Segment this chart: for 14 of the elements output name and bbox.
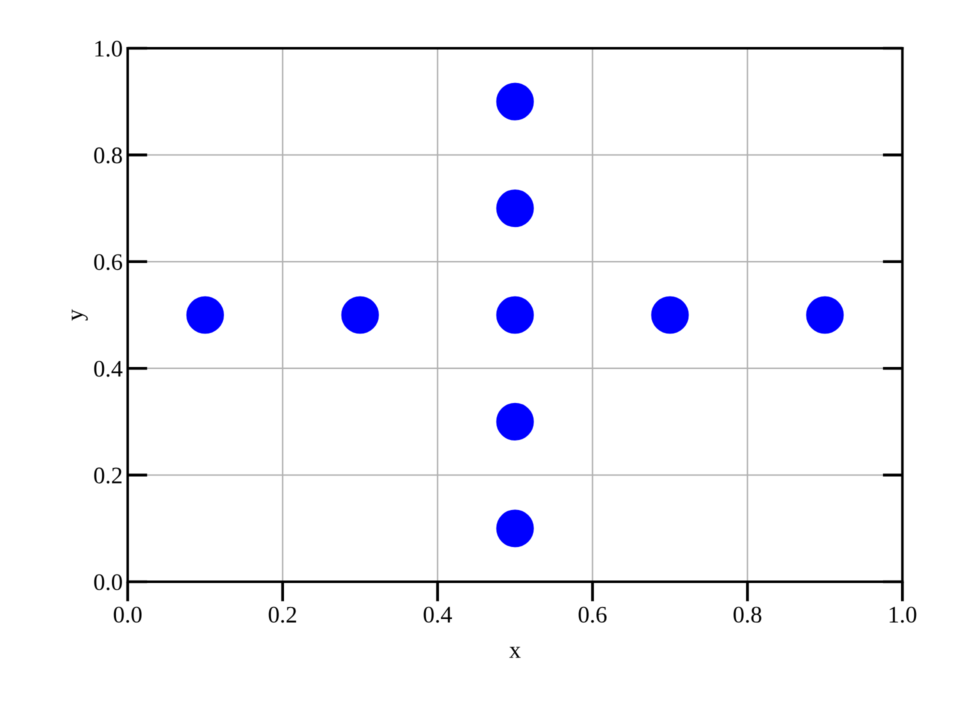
y-tick-label: 0.0 [94,574,122,590]
x-tick-label: 0.2 [268,606,296,623]
y-tick-label: 0.6 [94,254,122,270]
x-tick-label: 0.8 [734,606,762,623]
x-axis-title: x [509,646,521,658]
x-tick-label: 0.4 [424,606,452,623]
y-tick-label: 0.8 [94,147,122,164]
x-tick-label: 0.6 [578,606,607,623]
x-tick-label: 0.0 [114,606,142,623]
y-tick-label: 0.2 [94,468,122,484]
x-tick-label: 1.0 [890,606,916,623]
y-tick-label: 0.4 [94,360,122,377]
y-tick-label: 1.0 [95,40,122,57]
y-axis-title: y [72,309,88,321]
